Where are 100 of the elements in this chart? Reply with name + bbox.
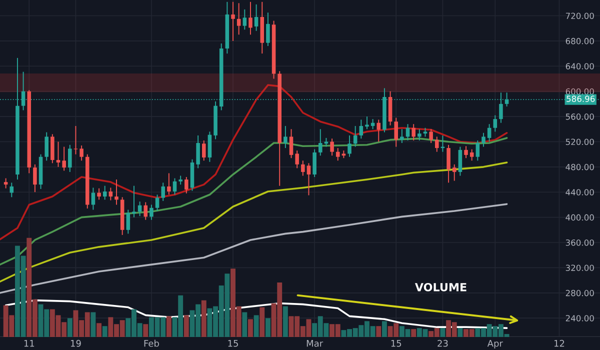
candlestick bbox=[266, 12, 270, 46]
bar bbox=[382, 321, 387, 337]
candlestick bbox=[56, 141, 60, 168]
y-tick-label: 440.00 bbox=[566, 189, 594, 196]
x-tick-label: Mar bbox=[306, 340, 324, 347]
candlestick bbox=[167, 172, 171, 196]
candlestick bbox=[132, 185, 136, 218]
candlestick bbox=[50, 134, 54, 164]
bar bbox=[254, 315, 259, 337]
candlestick bbox=[242, 8, 247, 30]
bar bbox=[282, 306, 288, 337]
x-tick-label: 23 bbox=[438, 340, 448, 347]
candlestick bbox=[429, 128, 433, 144]
candlestick bbox=[231, 1, 235, 42]
candlestick bbox=[418, 128, 422, 141]
candlestick bbox=[295, 150, 299, 169]
bar bbox=[90, 312, 96, 337]
x-tick-label: Apr bbox=[487, 340, 503, 349]
x-tick-label: 19 bbox=[70, 340, 81, 347]
candlestick bbox=[44, 132, 48, 162]
x-tick-label: 11 bbox=[24, 340, 34, 347]
y-tick-label: 600.00 bbox=[566, 88, 594, 95]
x-tick-label: Feb bbox=[144, 340, 159, 347]
bar bbox=[248, 319, 253, 337]
candlestick bbox=[62, 146, 66, 172]
candlestick bbox=[464, 146, 468, 159]
candlestick bbox=[33, 164, 37, 193]
candlestick bbox=[172, 178, 177, 196]
candlestick bbox=[487, 124, 492, 142]
candlestick bbox=[74, 125, 78, 155]
bar bbox=[242, 312, 248, 337]
candlestick bbox=[126, 209, 130, 234]
candlestick bbox=[108, 187, 113, 201]
bar bbox=[440, 328, 446, 337]
bar bbox=[376, 326, 382, 337]
candlestick bbox=[161, 182, 165, 202]
y-tick-label: 560.00 bbox=[566, 114, 594, 120]
bar bbox=[102, 326, 108, 337]
bar bbox=[143, 324, 148, 337]
candlestick bbox=[400, 128, 404, 144]
candlestick bbox=[248, 1, 252, 36]
candlestick bbox=[155, 194, 160, 212]
candlestick bbox=[452, 164, 456, 182]
candlestick bbox=[412, 124, 416, 141]
bar bbox=[166, 316, 172, 337]
candlestick bbox=[318, 128, 322, 156]
x-tick-label: 12 bbox=[554, 340, 564, 347]
candlestick bbox=[348, 134, 352, 158]
bar bbox=[265, 318, 270, 337]
candlestick bbox=[184, 176, 188, 194]
candlestick bbox=[10, 182, 14, 198]
candlestick bbox=[376, 119, 381, 142]
bar bbox=[67, 318, 72, 337]
candlestick bbox=[482, 132, 486, 148]
candlestick bbox=[330, 138, 334, 156]
candlestick bbox=[80, 145, 84, 162]
y-tick-label: 520.00 bbox=[566, 138, 594, 146]
y-tick-label: 720.00 bbox=[566, 12, 594, 20]
y-tick-label: 320.00 bbox=[566, 264, 594, 271]
candlestick bbox=[353, 125, 358, 148]
candlestick bbox=[97, 188, 101, 200]
ref-line-label: 586.96 bbox=[566, 96, 595, 102]
candlestick bbox=[254, 4, 258, 32]
x-tick-label: 15 bbox=[228, 340, 238, 347]
candlestick bbox=[4, 178, 8, 189]
candlestick bbox=[312, 148, 316, 178]
bar bbox=[201, 300, 206, 337]
candlestick bbox=[114, 179, 118, 206]
candlestick bbox=[102, 185, 107, 200]
candlestick bbox=[150, 204, 154, 220]
candlestick bbox=[493, 114, 498, 132]
bar bbox=[260, 307, 265, 337]
candlestick bbox=[446, 144, 450, 184]
y-tick-label: 640.00 bbox=[566, 63, 594, 70]
candlestick bbox=[476, 140, 480, 162]
y-tick-label: 680.00 bbox=[566, 38, 594, 44]
annotation: VOLUME bbox=[414, 282, 466, 292]
bar bbox=[184, 315, 189, 337]
candlestick bbox=[306, 162, 311, 196]
y-tick-label: 280.00 bbox=[566, 290, 594, 296]
candlestick bbox=[289, 128, 294, 159]
candlestick bbox=[68, 144, 72, 172]
candlestick bbox=[202, 140, 206, 162]
bar bbox=[411, 329, 416, 337]
candlestick bbox=[394, 117, 398, 148]
y-tick-label: 240.00 bbox=[566, 315, 594, 322]
candlestick bbox=[301, 160, 305, 176]
y-tick-label: 480.00 bbox=[566, 164, 594, 170]
candlestick bbox=[470, 148, 474, 162]
bar bbox=[96, 323, 102, 337]
candlestick bbox=[144, 202, 148, 220]
candlestick bbox=[336, 148, 340, 162]
candlestick bbox=[284, 125, 288, 149]
candlestick bbox=[236, 2, 241, 36]
x-tick-label: 15 bbox=[391, 340, 402, 347]
y-tick-label: 400.00 bbox=[566, 214, 594, 221]
candlestick bbox=[435, 136, 439, 152]
candlestick bbox=[208, 131, 212, 162]
candlestick bbox=[359, 119, 364, 140]
y-tick-label: 360.00 bbox=[566, 239, 594, 246]
